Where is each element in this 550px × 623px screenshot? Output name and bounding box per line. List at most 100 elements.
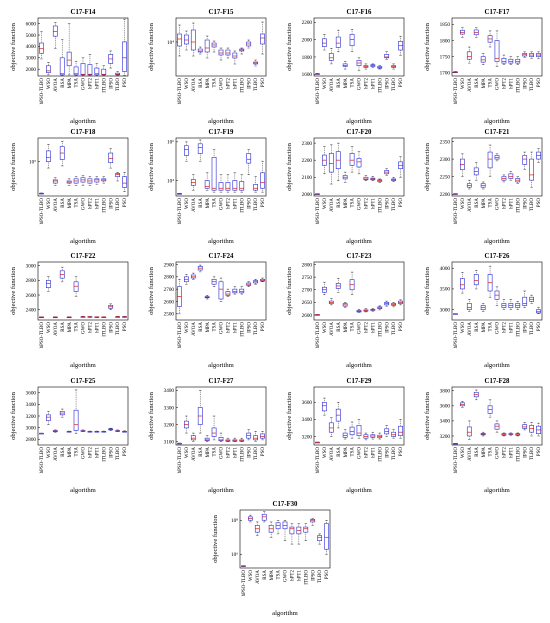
box-ipso bbox=[384, 168, 390, 176]
subplot-c17-f18: C17-F18 10⁵ objective function hPSO-TLBO WSO… bbox=[10, 129, 129, 245]
box-iqr bbox=[87, 64, 93, 76]
box-gwo bbox=[80, 175, 86, 186]
subplot-title: C17-F28 bbox=[485, 378, 511, 385]
y-tick-label: 3100 bbox=[164, 439, 175, 445]
box-iqr bbox=[310, 519, 316, 523]
x-tick-label: IPSO bbox=[247, 447, 252, 458]
x-tick-label: MPA bbox=[206, 198, 211, 209]
box-tsa bbox=[73, 389, 79, 434]
box-iqr bbox=[218, 182, 224, 191]
x-tick-label: AVOA bbox=[330, 78, 335, 92]
box-ipso bbox=[246, 39, 252, 49]
box-wso bbox=[46, 62, 51, 76]
subplot-title: C17-F25 bbox=[71, 378, 97, 385]
box-ipso bbox=[108, 427, 114, 431]
x-tick-label: MPA bbox=[344, 78, 349, 89]
x-tick-label: IPSO bbox=[523, 198, 528, 209]
x-tick-label: hPT2 bbox=[503, 447, 508, 458]
box-mpa bbox=[480, 431, 486, 437]
box-hpt2 bbox=[87, 54, 93, 76]
x-tick-label: PSO bbox=[537, 198, 542, 208]
x-tick-label: WSO bbox=[47, 322, 52, 334]
box-ipso bbox=[522, 422, 528, 431]
x-axis-label: algorithm bbox=[208, 238, 235, 245]
box-iqr bbox=[356, 158, 362, 168]
x-tick-label: hPT1 bbox=[509, 78, 514, 89]
box-iqr bbox=[94, 67, 100, 76]
subplot-c17-f16: C17-F16 1600 1800 2000 2200 objective functio… bbox=[286, 9, 405, 125]
box-itlbo bbox=[101, 65, 107, 76]
box-iqr bbox=[342, 432, 348, 438]
box-wso bbox=[184, 415, 189, 434]
x-tick-label: GWO bbox=[220, 198, 225, 210]
box-gwo bbox=[80, 429, 86, 432]
x-tick-label: hPT1 bbox=[95, 322, 100, 333]
x-tick-label: WSO bbox=[47, 78, 52, 90]
x-tick-label: IPSO bbox=[311, 570, 316, 581]
x-axis-label: algorithm bbox=[484, 487, 511, 494]
box-pso bbox=[122, 18, 127, 76]
subplot-title: C17-F21 bbox=[485, 129, 511, 136]
box-tsa bbox=[349, 29, 355, 52]
box-rsa bbox=[59, 140, 65, 167]
y-tick-label: 3500 bbox=[440, 287, 451, 293]
x-tick-label: ITLBO bbox=[378, 447, 383, 462]
box-hpso-tlbo bbox=[453, 71, 458, 74]
box-hpso-tlbo bbox=[315, 73, 320, 75]
box-tsa bbox=[211, 415, 217, 441]
x-tick-label: AVOA bbox=[192, 322, 197, 336]
box-tlbo bbox=[529, 51, 534, 59]
box-rsa bbox=[197, 46, 203, 55]
x-tick-label: TLBO bbox=[116, 198, 121, 211]
x-tick-label: TLBO bbox=[530, 447, 535, 460]
x-tick-label: ITLBO bbox=[378, 78, 383, 93]
x-tick-label: IPSO bbox=[385, 198, 390, 209]
x-tick-label: MPA bbox=[270, 570, 275, 581]
box-iqr bbox=[384, 54, 390, 59]
box-iqr bbox=[260, 172, 265, 189]
x-tick-label: TSA bbox=[213, 78, 218, 88]
box-mpa bbox=[204, 295, 210, 300]
box-gwo bbox=[494, 420, 500, 433]
subplot-c17-f27: C17-F27 3100 3200 3300 3400 objective functio… bbox=[148, 378, 267, 494]
box-pso bbox=[398, 419, 403, 439]
x-tick-label: hPT1 bbox=[509, 198, 514, 209]
y-axis-label: objective function bbox=[10, 142, 17, 190]
y-tick-label: 2250 bbox=[440, 174, 451, 180]
box-ipso bbox=[246, 149, 252, 175]
x-tick-label: GWO bbox=[220, 78, 225, 90]
box-iqr bbox=[328, 153, 334, 173]
box-itlbo bbox=[239, 47, 245, 55]
box-rsa bbox=[197, 264, 203, 273]
box-iqr bbox=[363, 176, 369, 181]
box-iqr bbox=[328, 53, 334, 61]
x-tick-label: hPSO-TLBO bbox=[40, 447, 45, 474]
box-tsa bbox=[349, 271, 355, 296]
x-tick-label: hPT2 bbox=[89, 322, 94, 333]
x-tick-label: hPSO-TLBO bbox=[316, 322, 321, 349]
x-tick-label: hPT2 bbox=[365, 447, 370, 458]
x-tick-label: TLBO bbox=[392, 322, 397, 335]
subplot-c17-f24: C17-F24 2500 2600 2700 2800 2900 objective fun… bbox=[148, 253, 267, 369]
x-tick-label: TSA bbox=[351, 78, 356, 88]
x-tick-label: WSO bbox=[47, 198, 52, 210]
y-tick-label: 2600 bbox=[164, 299, 175, 305]
box-avoa bbox=[328, 417, 334, 437]
box-gwo bbox=[356, 309, 362, 313]
box-avoa bbox=[328, 48, 334, 65]
box-rsa bbox=[197, 390, 203, 434]
x-tick-label: hPT2 bbox=[503, 322, 508, 333]
box-ipso bbox=[246, 281, 252, 287]
box-iqr bbox=[184, 34, 189, 45]
x-tick-label: MPA bbox=[482, 447, 487, 458]
y-tick-label: 1850 bbox=[440, 22, 451, 28]
x-tick-label: ITLBO bbox=[102, 447, 107, 462]
x-tick-label: hPT2 bbox=[227, 322, 232, 333]
x-tick-label: RSA bbox=[61, 78, 66, 88]
box-itlbo bbox=[515, 301, 521, 310]
x-tick-label: PSO bbox=[123, 198, 128, 208]
box-iqr bbox=[52, 25, 58, 37]
box-gwo bbox=[282, 520, 288, 541]
subplot-title: C17-F14 bbox=[71, 9, 97, 16]
subplot-title: C17-F19 bbox=[209, 129, 235, 136]
